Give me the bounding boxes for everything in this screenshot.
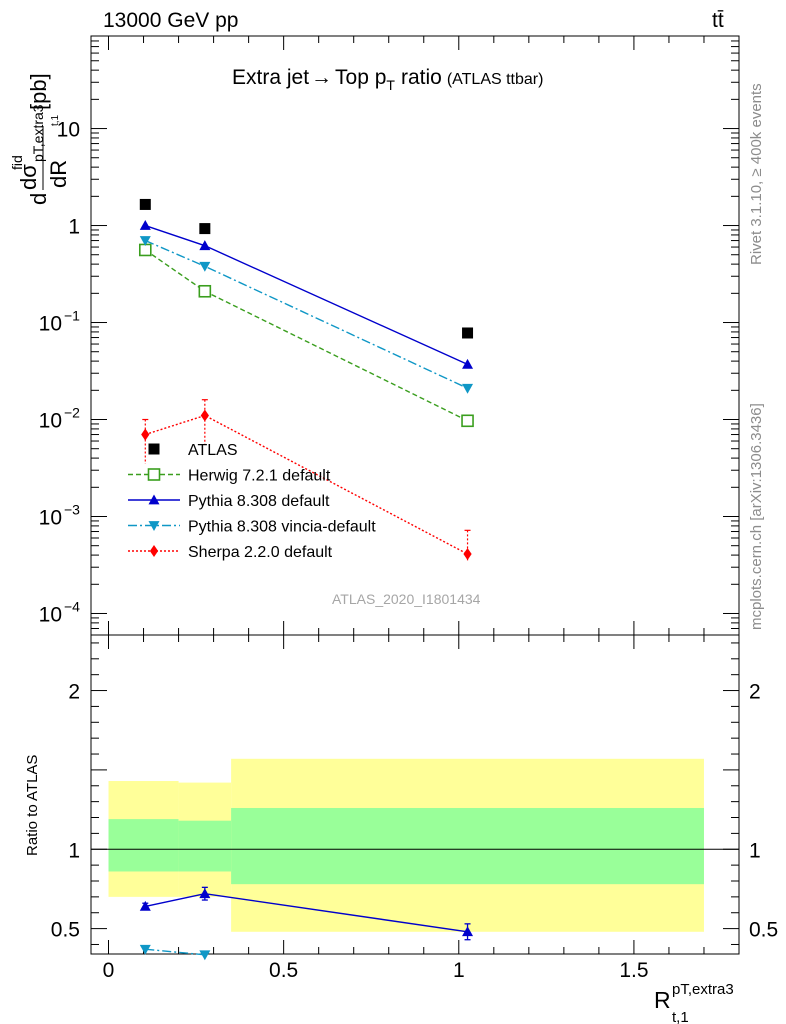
process-label: 13000 GeV pp [103,9,238,32]
x-tick-label: 0.5 [269,959,298,982]
legend-label: Herwig 7.2.1 default [188,468,331,485]
legend-label: Sherpa 2.2.0 default [188,544,333,561]
legend-entry: Pythia 8.308 vincia-default [128,519,376,536]
legend-label: Pythia 8.308 vincia-default [188,519,376,536]
ratio-y-tick-label: 0.5 [51,919,80,942]
series-sherpa-2-2-0-default [141,399,472,561]
legend-label: ATLAS [188,442,238,459]
svg-text:pT,extra3: pT,extra3 [30,104,46,162]
svg-text:[pb]: [pb] [26,73,51,110]
ratio-y-tick-label: 2 [68,681,80,704]
svg-text:R: R [654,987,671,1013]
data-point [199,240,211,251]
data-point [139,220,151,230]
series-line [145,414,468,555]
main-y-tick-label: 10 [39,313,62,336]
data-point [138,243,152,257]
series-herwig-7-2-1-default [138,243,474,428]
data-point [199,223,211,235]
data-point [198,284,212,298]
svg-text:d: d [26,193,51,205]
series-pythia-8-308-default [139,220,474,369]
main-y-tick-exponent: −1 [64,308,80,324]
svg-text:dσ: dσ [16,164,41,190]
uncertainty-band-stat [178,820,232,872]
x-tick-label: 1 [453,959,465,982]
svg-text:t,1: t,1 [50,114,61,126]
data-point [139,236,151,247]
uncertainty-band-stat [231,807,704,885]
data-point [463,548,472,561]
main-y-tick-label: 10 [57,119,80,142]
analysis-watermark: ATLAS_2020_I1801434 [332,591,481,607]
legend-marker [148,521,160,531]
ratio-y-tick-label: 1 [68,839,80,862]
legend-entry: Pythia 8.308 default [128,493,330,510]
ratio-point [139,900,151,911]
process-tag: tt̄ [712,9,724,32]
main-y-tick-exponent: −3 [64,501,80,517]
data-point [200,409,209,422]
svg-text:pT,extra3: pT,extra3 [672,981,734,998]
series-line [145,224,468,366]
legend-marker [148,443,160,455]
ratio-y-axis-label: Ratio to ATLAS [24,755,41,856]
series-line [145,239,468,389]
ratio-point [462,926,474,937]
ratio-line [145,948,205,956]
ratio-y-tick-label-right: 2 [749,681,761,704]
legend-marker [148,494,160,505]
ratio-point [199,950,211,961]
main-y-tick-exponent: −4 [64,598,80,614]
series-pythia-8-308-vincia-default [139,236,474,394]
data-point [462,383,474,394]
data-point [462,327,474,339]
mcplots-label: mcplots.cern.ch [arXiv:1306.3436] [748,403,765,630]
series-line [144,249,468,422]
main-y-tick-label: 10 [39,603,62,626]
svg-text:dR: dR [46,160,71,188]
series-atlas [139,198,474,339]
ratio-series-pythia-8-308-vincia-default [139,944,211,961]
ratio-point [139,944,151,955]
uncertainty-band-stat [108,819,179,872]
svg-text:t,1: t,1 [672,1009,689,1024]
data-point [462,358,474,369]
x-axis-label: R pT,extra3 t,1 [654,981,734,1024]
data-point [141,428,150,441]
rivet-label: Rivet 3.1.10, ≥ 400k events [748,83,765,265]
data-point [199,261,211,272]
main-y-tick-label: 10 [39,506,62,529]
legend-marker [147,468,161,481]
legend-entry: Sherpa 2.2.0 default [128,544,333,561]
data-point [461,414,474,428]
legend-entry: Herwig 7.2.1 default [128,468,331,485]
ratio-y-tick-label-right: 1 [749,839,761,862]
legend-label: Pythia 8.308 default [188,493,330,510]
ratio-y-tick-label-right: 0.5 [749,919,778,942]
svg-text:fid: fid [9,155,25,170]
main-y-axis-label: d dσ fid pT,extra3 t,1 dR [pb] [9,73,71,205]
legend: ATLAS Herwig 7.2.1 default Pythia 8.308 de… [128,442,376,561]
data-point [139,198,151,210]
legend-marker [149,544,159,558]
x-tick-label: 1.5 [619,959,648,982]
x-tick-label: 0 [103,959,115,982]
plot-title: Extra jet→ Top pT ratio (ATLAS ttbar) [232,66,543,93]
main-y-tick-exponent: −2 [64,405,80,421]
ratio-series-pythia-8-308-default [139,886,474,941]
legend-entry: ATLAS [148,442,238,459]
ratio-point [199,888,211,899]
main-y-tick-label: 1 [68,216,80,239]
main-y-tick-label: 10 [39,410,62,433]
ratio-plot-panel: 2 2 1 1 0.5 0.5 0 0.5 1 1.5 Ratio to ATLAS R pT,e… [24,634,778,1024]
